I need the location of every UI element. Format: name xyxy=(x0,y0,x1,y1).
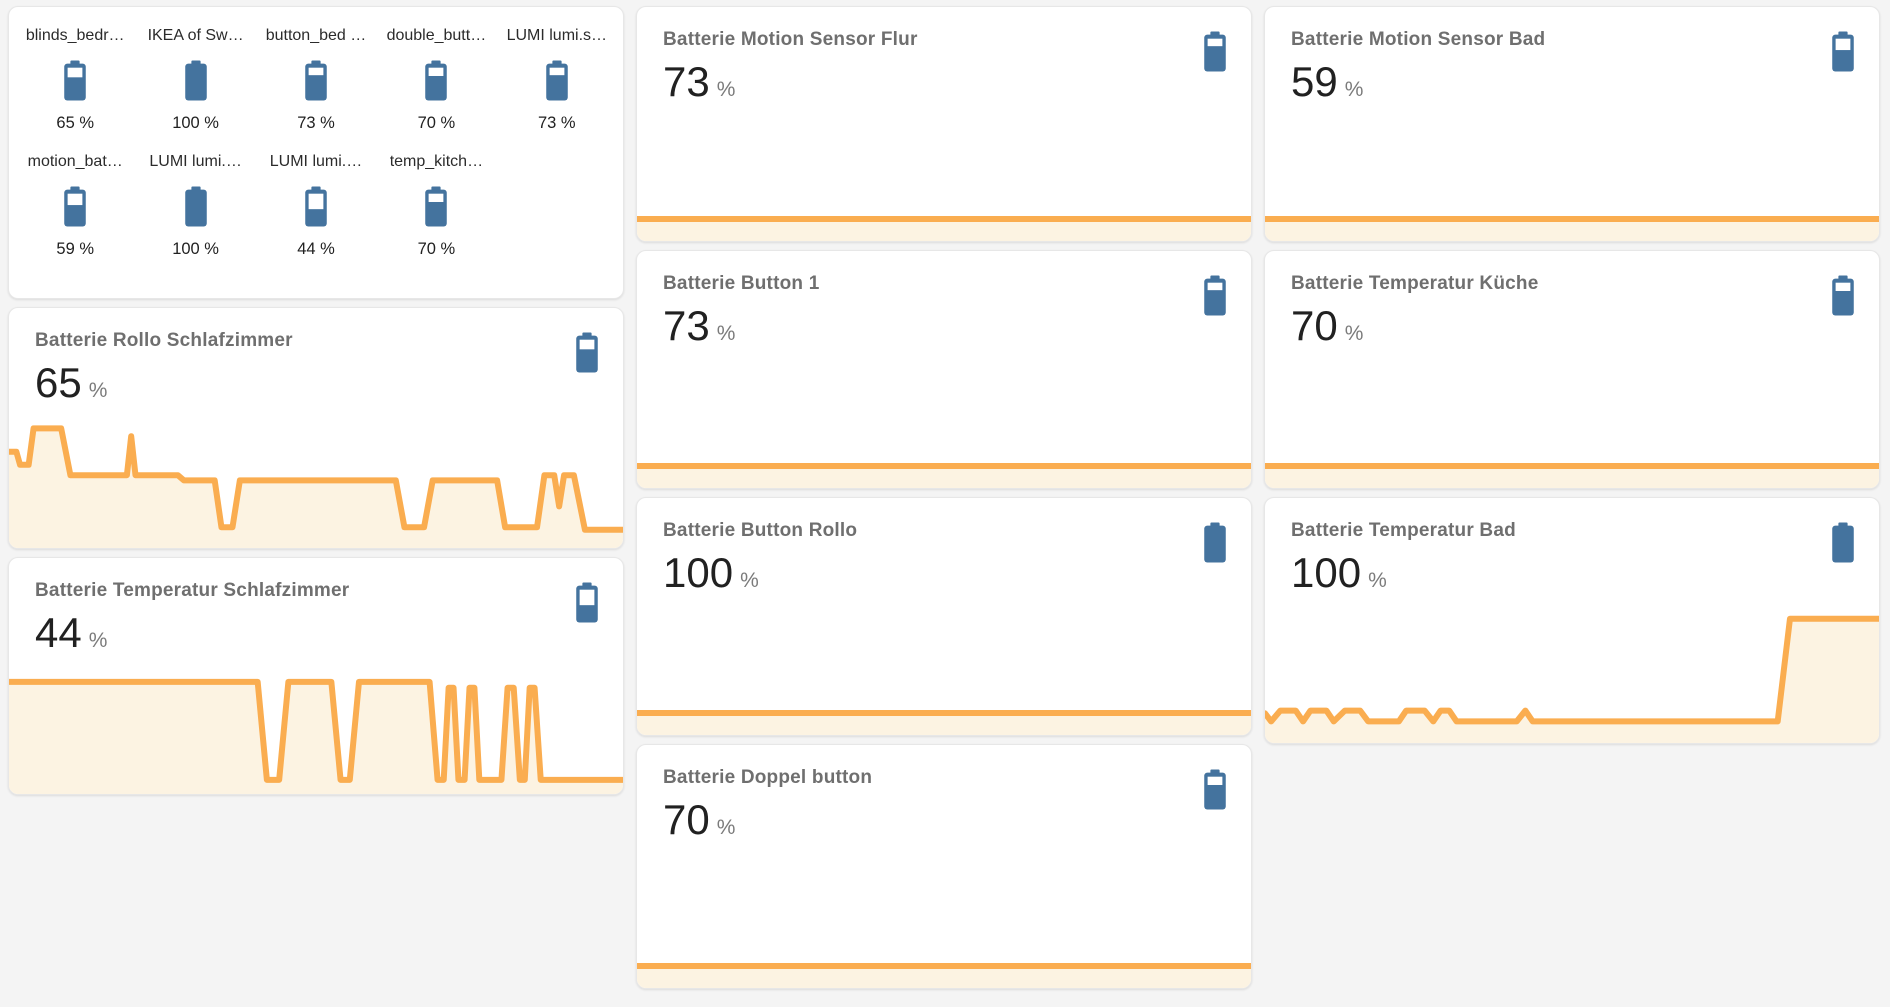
battery-icon xyxy=(182,60,210,101)
glance-item[interactable]: LUMI lumi.… 100 % xyxy=(135,153,255,259)
column-2: Batterie Motion Sensor Flur 73% Batterie… xyxy=(636,6,1252,989)
battery-icon xyxy=(543,60,571,101)
entity-state: 65 % xyxy=(56,114,94,132)
glance-item[interactable]: double_butt… 70 % xyxy=(376,27,496,133)
battery-icon xyxy=(422,60,450,101)
battery-icon xyxy=(1829,275,1857,316)
battery-percentage: 59% xyxy=(1291,58,1364,105)
sensor-card[interactable]: Batterie Button Rollo 100% xyxy=(636,497,1252,736)
battery-percentage: 65% xyxy=(35,359,108,406)
card-head: Batterie Rollo Schlafzimmer 65% xyxy=(9,308,623,404)
sensor-card[interactable]: Batterie Doppel button 70% xyxy=(636,744,1252,989)
glance-item[interactable]: button_bed … 73 % xyxy=(256,27,376,133)
battery-percentage: 73% xyxy=(663,58,736,105)
entity-name: IKEA of Sw… xyxy=(147,27,244,44)
card-title: Batterie Rollo Schlafzimmer xyxy=(35,330,293,351)
glance-item[interactable]: temp_kitch… 70 % xyxy=(376,153,496,259)
sensor-card[interactable]: Batterie Temperatur Bad 100% xyxy=(1264,497,1880,744)
glance-item[interactable]: IKEA of Sw… 100 % xyxy=(135,27,255,133)
card-title: Batterie Temperatur Schlafzimmer xyxy=(35,580,350,601)
entity-state: 100 % xyxy=(172,114,219,132)
battery-percentage: 73% xyxy=(663,302,736,349)
card-head: Batterie Button 1 73% xyxy=(637,251,1251,347)
entity-name: LUMI lumi.… xyxy=(269,153,363,170)
card-title: Batterie Temperatur Bad xyxy=(1291,520,1516,541)
battery-percentage: 100% xyxy=(1291,549,1387,596)
battery-icon xyxy=(302,186,330,227)
entity-name: LUMI lumi.… xyxy=(149,153,242,170)
glance-item[interactable]: motion_bat… 59 % xyxy=(15,153,135,259)
entity-state: 73 % xyxy=(537,114,576,132)
sensor-card[interactable]: Batterie Motion Sensor Bad 59% xyxy=(1264,6,1880,242)
entity-name: button_bed … xyxy=(265,27,367,44)
card-title: Batterie Motion Sensor Bad xyxy=(1291,29,1546,50)
history-chart xyxy=(637,944,1251,988)
card-title: Batterie Motion Sensor Flur xyxy=(663,29,918,50)
card-head: Batterie Motion Sensor Bad 59% xyxy=(1265,7,1879,103)
card-head: Batterie Temperatur Schlafzimmer 44% xyxy=(9,558,623,654)
glance-item[interactable]: blinds_bedr… 65 % xyxy=(15,27,135,133)
battery-icon xyxy=(1201,31,1229,72)
history-chart xyxy=(637,444,1251,488)
glance-card: blinds_bedr… 65 % IKEA of Sw… 100 % butt… xyxy=(8,6,624,299)
column-3: Batterie Motion Sensor Bad 59% Batterie … xyxy=(1264,6,1880,744)
glance-grid: blinds_bedr… 65 % IKEA of Sw… 100 % butt… xyxy=(9,7,623,269)
entity-name: LUMI lumi.s… xyxy=(506,27,608,44)
battery-percentage: 100% xyxy=(663,549,759,596)
entity-name: motion_bat… xyxy=(27,153,123,170)
sensor-card[interactable]: Batterie Motion Sensor Flur 73% xyxy=(636,6,1252,242)
card-head: Batterie Button Rollo 100% xyxy=(637,498,1251,594)
column-1: blinds_bedr… 65 % IKEA of Sw… 100 % butt… xyxy=(8,6,624,795)
battery-percentage: 44% xyxy=(35,609,108,656)
entity-name: double_butt… xyxy=(386,27,487,44)
battery-icon xyxy=(1201,275,1229,316)
entity-state: 100 % xyxy=(172,240,219,258)
card-head: Batterie Motion Sensor Flur 73% xyxy=(637,7,1251,103)
battery-icon xyxy=(573,582,601,623)
glance-item[interactable]: LUMI lumi.s… 73 % xyxy=(497,27,617,133)
battery-percentage: 70% xyxy=(663,796,736,843)
card-title: Batterie Button Rollo xyxy=(663,520,858,541)
card-head: Batterie Doppel button 70% xyxy=(637,745,1251,841)
sensor-card[interactable]: Batterie Rollo Schlafzimmer 65% xyxy=(8,307,624,549)
entity-state: 73 % xyxy=(297,114,335,132)
card-head: Batterie Temperatur Küche 70% xyxy=(1265,251,1879,347)
sensor-card[interactable]: Batterie Button 1 73% xyxy=(636,250,1252,489)
entity-state: 44 % xyxy=(297,240,335,258)
history-chart xyxy=(9,676,623,794)
battery-icon xyxy=(1201,769,1229,810)
history-chart xyxy=(1265,197,1879,241)
battery-icon xyxy=(573,332,601,373)
history-chart xyxy=(9,418,623,548)
entity-state: 59 % xyxy=(56,240,94,258)
history-chart xyxy=(637,197,1251,241)
battery-icon xyxy=(61,186,89,227)
entity-name: blinds_bedr… xyxy=(25,27,125,44)
battery-icon xyxy=(1201,522,1229,563)
card-title: Batterie Temperatur Küche xyxy=(1291,273,1539,294)
battery-icon xyxy=(1829,31,1857,72)
history-chart xyxy=(637,691,1251,735)
battery-icon xyxy=(61,60,89,101)
battery-icon xyxy=(182,186,210,227)
glance-item[interactable]: LUMI lumi.… 44 % xyxy=(256,153,376,259)
battery-icon xyxy=(1829,522,1857,563)
card-title: Batterie Doppel button xyxy=(663,767,873,788)
sensor-card[interactable]: Batterie Temperatur Schlafzimmer 44% xyxy=(8,557,624,795)
card-head: Batterie Temperatur Bad 100% xyxy=(1265,498,1879,594)
sensor-card[interactable]: Batterie Temperatur Küche 70% xyxy=(1264,250,1880,489)
entity-state: 70 % xyxy=(417,240,456,258)
history-chart xyxy=(1265,608,1879,743)
history-chart xyxy=(1265,444,1879,488)
battery-icon xyxy=(422,186,450,227)
card-title: Batterie Button 1 xyxy=(663,273,820,294)
battery-icon xyxy=(302,60,330,101)
battery-percentage: 70% xyxy=(1291,302,1364,349)
entity-state: 70 % xyxy=(417,114,456,132)
entity-name: temp_kitch… xyxy=(389,153,484,170)
